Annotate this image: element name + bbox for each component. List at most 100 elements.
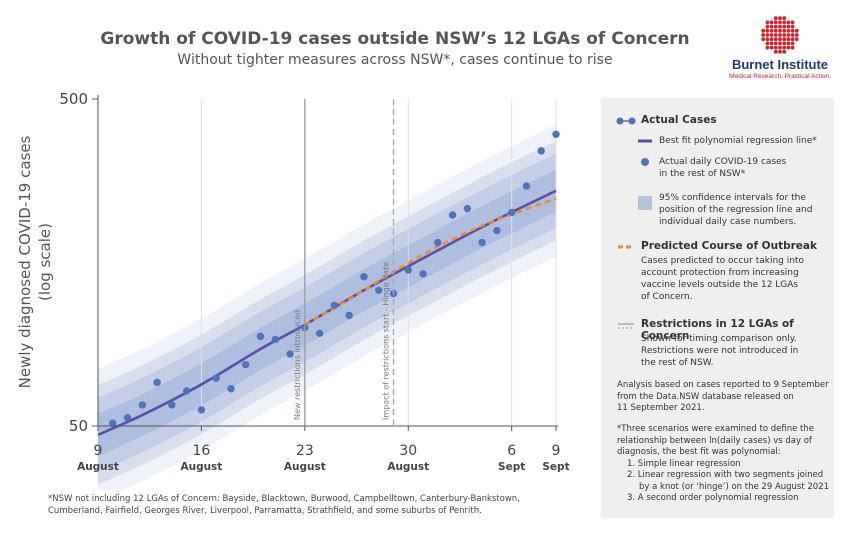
data-point-2021-08-20 <box>256 332 265 341</box>
logo-dot <box>773 33 778 37</box>
analysis-note: Analysis based on cases reported to 9 Se… <box>617 380 829 413</box>
logo-dot <box>769 45 774 50</box>
annotation-label-1: New restrictions introduced <box>293 310 302 420</box>
logo-dot <box>773 24 778 29</box>
annotation-label-2: Impact of restrictions start - Hinge dat… <box>381 262 390 420</box>
logo-dot <box>773 49 778 54</box>
logo-tagline: Medical Research. Practical Action. <box>729 73 831 80</box>
outer-glow-band <box>98 124 556 490</box>
logo-dot <box>765 24 770 29</box>
data-point-2021-09-05 <box>493 226 501 235</box>
logo-dot <box>790 24 795 29</box>
logo-dot <box>790 41 795 46</box>
logo-dot <box>765 33 770 37</box>
logo-dot <box>782 24 787 29</box>
footnote: *NSW not including 12 LGAs of Concern: B… <box>48 494 520 516</box>
logo-dot <box>778 37 782 42</box>
y-axis-label-line: (log scale) <box>36 223 54 301</box>
logo-dot <box>782 33 787 37</box>
data-point-2021-09-07 <box>522 182 531 190</box>
legend-actual-symbol <box>616 117 636 125</box>
logo-dot <box>782 20 787 25</box>
data-point-2021-08-28 <box>375 286 383 295</box>
x-tick-day-2021-09-06: 6 <box>507 443 516 459</box>
x-tick-month-2021-09-06: Sept <box>498 461 525 473</box>
logo-dot <box>782 45 787 50</box>
logo-dot <box>786 20 791 25</box>
logo-dot <box>782 49 787 54</box>
logo-dot <box>782 28 787 33</box>
logo-dot <box>778 16 782 21</box>
logo-dot <box>773 28 778 33</box>
data-point-2021-08-30 <box>404 266 412 274</box>
y-tick-label-50: 50 <box>69 417 88 435</box>
logo-dot <box>761 28 766 33</box>
data-point-2021-08-22 <box>286 350 294 358</box>
burnet-logo-mark <box>761 16 799 54</box>
logo-dot <box>765 37 770 42</box>
data-point-2021-08-21 <box>271 335 279 344</box>
logo-dot <box>778 24 782 29</box>
legend-actual-header: Actual Cases <box>641 114 717 126</box>
chart-area: 50 500 9 August 16 August 23 August 30 August 6 Sep… <box>16 90 570 490</box>
logo-dot <box>794 37 799 42</box>
x-tick-day-2021-08-23: 23 <box>296 443 314 459</box>
logo-dot <box>786 41 791 46</box>
logo-dot <box>790 28 795 33</box>
logo-dot <box>786 45 791 50</box>
data-point-2021-08-15 <box>182 387 191 395</box>
x-tick-day-2021-09-09: 9 <box>552 443 561 459</box>
annotations: New restrictions introduced Impact of res… <box>293 99 395 426</box>
logo-dot <box>786 24 791 29</box>
logo-dot <box>786 37 791 42</box>
logo-dot <box>778 20 782 25</box>
x-tick-day-2021-08-09: 9 <box>94 443 103 459</box>
legend-ci-label: 95% confidence intervals for the positio… <box>659 193 813 227</box>
logo-dot <box>794 33 799 37</box>
legend-predicted-text: Cases predicted to occur taking into acc… <box>641 256 804 302</box>
logo-dot <box>782 41 787 46</box>
logo-dot <box>778 41 782 46</box>
legend-actual-daily: Actual daily COVID-19 cases in the rest … <box>659 157 787 179</box>
legend-restrictions-header: Restrictions in 12 LGAs of Concern <box>641 318 794 342</box>
x-tick-month-2021-08-30: August <box>387 461 429 473</box>
x-tick-day-2021-08-30: 30 <box>399 443 417 459</box>
logo-dot <box>761 37 766 42</box>
logo-dot <box>786 28 791 33</box>
data-point-2021-09-08 <box>537 147 545 155</box>
logo-dot <box>786 33 791 37</box>
scenarios-note: *Three scenarios were examined to define… <box>617 424 830 503</box>
logo-dot <box>782 16 787 21</box>
logo-dot <box>765 28 770 33</box>
data-point-2021-08-18 <box>227 385 235 393</box>
data-point-2021-08-12 <box>138 401 147 409</box>
logo-dot <box>761 33 766 37</box>
x-tick-month-2021-09-09: Sept <box>542 461 569 473</box>
logo-dot <box>773 45 778 50</box>
data-point-2021-08-14 <box>168 401 176 409</box>
data-point-2021-08-27 <box>360 273 368 281</box>
logo-dot <box>790 45 795 50</box>
logo-dot <box>765 20 770 25</box>
logo-dot <box>769 24 774 29</box>
burnet-logo: Burnet Institute Medical Research. Pract… <box>726 14 834 84</box>
logo-dot <box>769 41 774 46</box>
data-point-2021-09-04 <box>478 238 486 247</box>
logo-dot <box>769 20 774 25</box>
logo-dot <box>790 20 795 25</box>
chart-title: Growth of COVID-19 cases outside NSW’s 1… <box>100 29 690 49</box>
logo-dot <box>778 45 782 50</box>
axes: 50 500 9 August 16 August 23 August 30 August 6 Sep… <box>16 90 570 473</box>
legend-panel: Actual Cases Best fit polynomial regress… <box>601 98 834 518</box>
logo-dot <box>778 33 782 37</box>
logo-dot <box>790 33 795 37</box>
data-point-2021-08-11 <box>123 414 132 422</box>
logo-dot <box>773 37 778 42</box>
logo-dot <box>773 16 778 21</box>
logo-dot <box>773 41 778 46</box>
logo-dot <box>782 37 787 42</box>
chart-subtitle: Without tighter measures across NSW*, ca… <box>177 52 613 68</box>
legend-predicted-header: Predicted Course of Outbreak <box>641 240 817 252</box>
data-point-2021-09-03 <box>463 204 472 213</box>
legend-symbols <box>616 117 652 329</box>
